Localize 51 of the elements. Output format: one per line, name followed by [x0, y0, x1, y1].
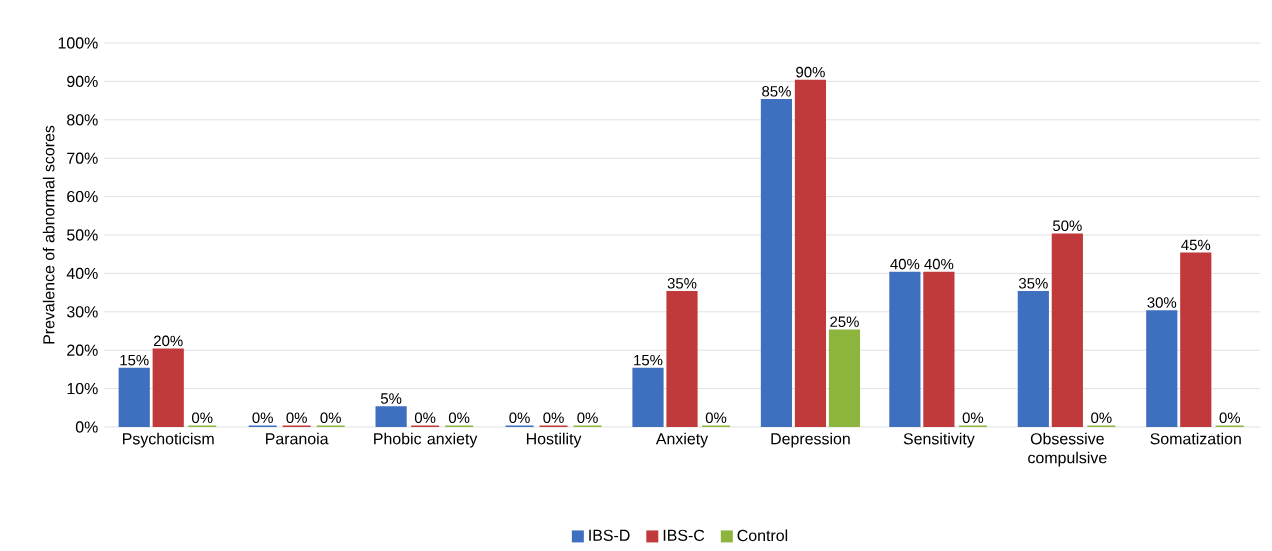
x-tick-label: Psychoticism	[123, 432, 214, 448]
data-label: 35%	[667, 278, 697, 289]
data-label: 0%	[543, 412, 564, 424]
data-label: 40%	[890, 258, 920, 270]
data-label: 85%	[762, 86, 791, 97]
data-label: 0%	[414, 412, 436, 424]
data-label: 30%	[1147, 297, 1177, 308]
y-tick-label: 80%	[67, 114, 98, 126]
data-label: 0%	[286, 412, 307, 424]
data-label: 0%	[448, 412, 470, 424]
y-tick-label: 100%	[58, 37, 98, 49]
legend-label: IBS-C	[663, 529, 705, 541]
x-tick-label: Anxiety	[655, 432, 709, 448]
data-label: 5%	[380, 393, 402, 404]
x-tick-label: Phobic anxiety	[374, 432, 478, 448]
data-label: 0%	[962, 412, 984, 424]
y-tick-label: 40%	[66, 267, 98, 280]
data-label: 40%	[924, 258, 954, 270]
data-label: 0%	[320, 412, 341, 424]
y-tick-label: 50%	[67, 229, 98, 241]
y-axis-title: Prevalence of abnormal scores	[42, 125, 55, 344]
y-tick-label: 70%	[67, 152, 98, 164]
legend-label: IBS-D	[589, 529, 630, 541]
data-label: 25%	[830, 316, 859, 328]
data-label: 0%	[1219, 412, 1241, 424]
data-label: 35%	[1018, 278, 1048, 289]
legend-label: Control	[737, 529, 788, 542]
y-tick-label: 20%	[67, 344, 98, 356]
x-tick-label: Depression	[771, 432, 850, 448]
data-label: 0%	[577, 412, 598, 424]
x-tick-label: Paranoia	[266, 432, 329, 445]
data-label: 0%	[252, 412, 273, 424]
data-label: 0%	[705, 412, 727, 424]
data-label: 0%	[192, 412, 213, 424]
data-label: 0%	[509, 412, 530, 424]
x-tick-label: Sensitivity	[903, 432, 975, 448]
y-tick-label: 90%	[67, 75, 98, 88]
y-tick-label: 60%	[67, 190, 98, 203]
y-tick-label: 0%	[75, 421, 98, 433]
y-tick-label: 10%	[67, 382, 98, 395]
data-label: 15%	[120, 354, 149, 366]
data-label: 50%	[1052, 220, 1082, 232]
data-label: 0%	[1091, 412, 1112, 424]
data-label: 20%	[154, 335, 183, 347]
data-label: 15%	[634, 354, 663, 366]
x-tick-label: Obsessive compulsive	[1028, 432, 1107, 467]
data-label: 90%	[796, 66, 825, 78]
data-label: 45%	[1181, 239, 1211, 251]
y-tick-label: 30%	[66, 306, 98, 318]
x-tick-label: Hostility	[526, 432, 582, 448]
x-tick-label: Somatization	[1150, 432, 1241, 445]
